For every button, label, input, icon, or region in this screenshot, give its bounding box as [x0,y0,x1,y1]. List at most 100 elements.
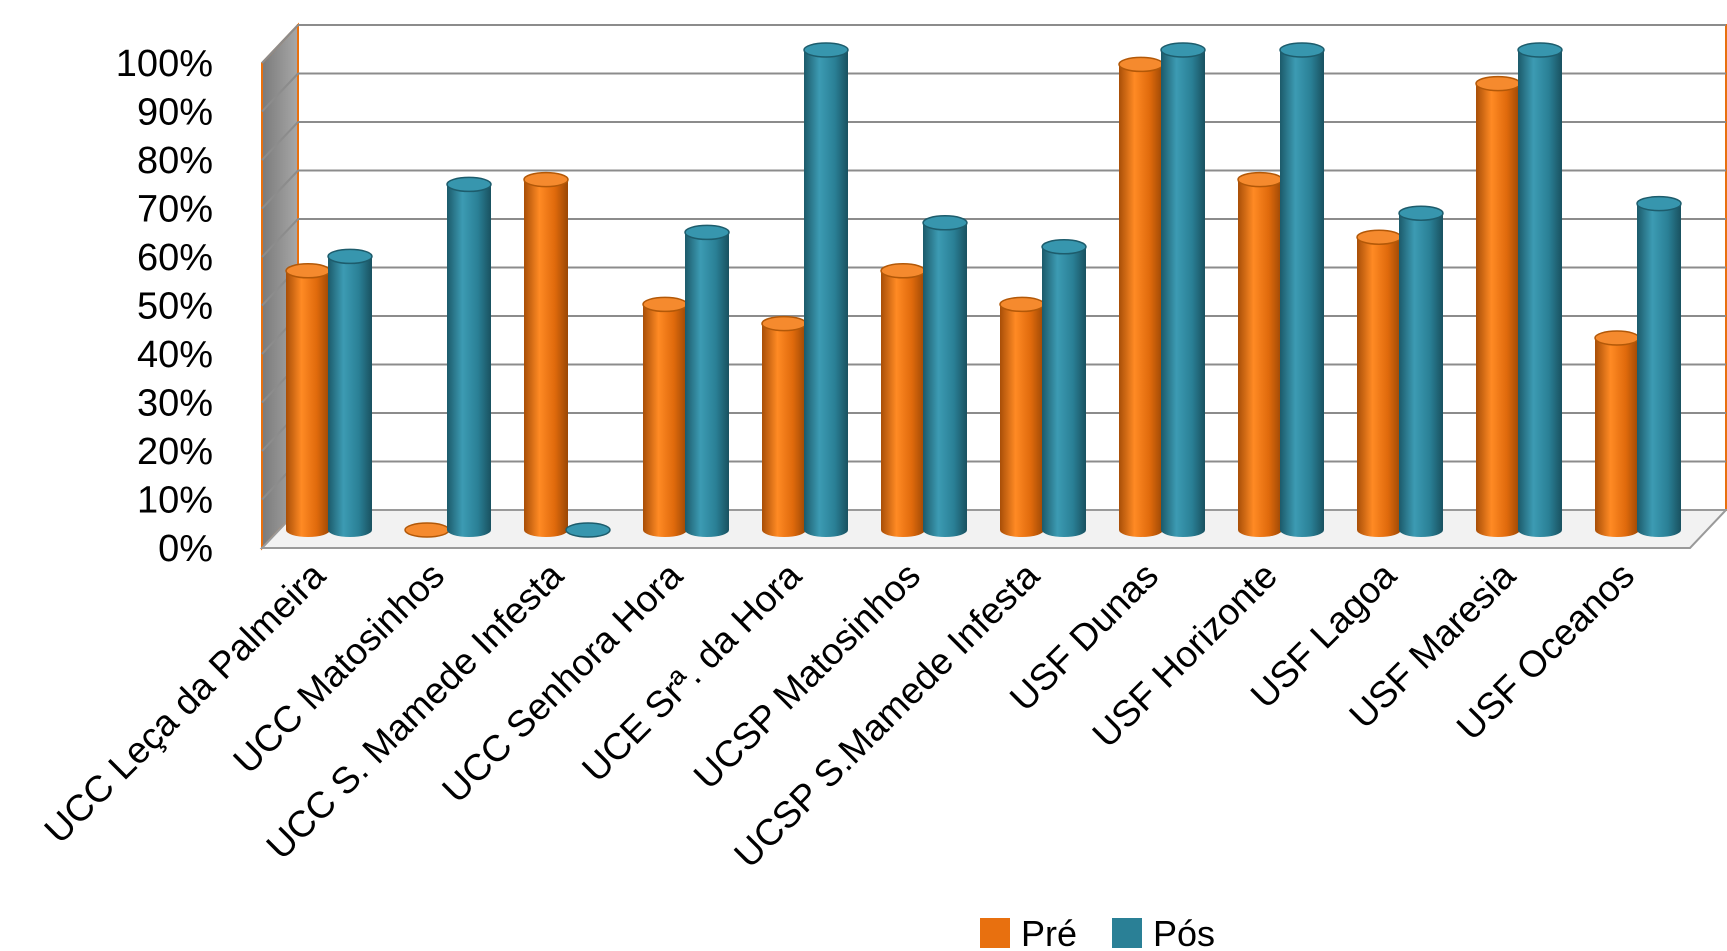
bar-body [328,256,372,530]
bar-top [327,248,373,265]
bar-body [1238,179,1282,530]
bar-body [643,304,687,530]
gridline-side [261,121,299,161]
bar-body [1042,246,1086,531]
bar-body [881,270,925,530]
y-tick-label: 30% [137,383,213,425]
x-tick-label: UCSP Matosinhos [686,555,928,797]
bar-base [1280,523,1324,537]
bar-body [1637,203,1681,530]
bar-top [1118,56,1164,73]
bar-body [1280,50,1324,530]
bar-top [565,522,611,538]
bar-top [999,296,1045,313]
bar-body [923,222,967,531]
x-tick-label: UCC Matosinhos [225,555,452,782]
bar-pre-0 [285,263,331,537]
bar-top [761,315,807,332]
y-tick-label: 60% [137,237,213,279]
y-tick-label: 50% [137,286,213,328]
bar-base [328,523,372,537]
bars [285,42,1682,538]
bar-base [643,523,687,537]
bar-base [1399,523,1443,537]
bar-base [685,523,729,537]
y-tick-label: 10% [137,480,213,522]
bar-pre-10 [1475,75,1521,537]
bar-pos-6 [1041,239,1087,537]
bar-body [524,179,568,530]
bar-body [1357,237,1401,530]
bar-body [1399,213,1443,530]
bar-pos-0 [327,248,373,537]
bar-top [1636,195,1682,212]
legend-swatch-1 [1112,918,1142,948]
bar-top [922,215,968,231]
bar-pos-9 [1398,205,1444,537]
legend-label-1: Pós [1153,913,1215,951]
gridline-side [261,72,299,113]
bar-base [1161,523,1205,537]
x-tick-label: UCE Srª. da Hora [574,554,809,789]
bar-base [923,523,967,537]
bar-base [1595,523,1639,537]
bar-pre-3 [642,296,688,537]
bar-top [1160,42,1206,58]
bar-base [1357,523,1401,537]
bar-top [1594,330,1640,346]
bar-base [286,523,330,537]
bar-top [446,176,492,193]
gridline-side [261,169,299,210]
y-tick-label: 0% [158,528,213,570]
bar-pre-1 [404,522,450,538]
y-tick-label: 70% [137,189,213,231]
bar-body [762,323,806,530]
bar-base [762,523,806,537]
bar-pre-9 [1356,229,1402,537]
bar-top [1475,75,1521,92]
bar-body [1000,304,1044,530]
bar-pos-3 [684,224,730,537]
bar-top [1237,171,1283,188]
bar-base [1000,523,1044,537]
bar-body [1161,50,1205,530]
bar-top [404,522,450,538]
bar-top [803,42,849,58]
bar-top [523,171,569,188]
bar-pre-4 [761,315,807,537]
bar-body [1518,50,1562,530]
bar-base [1518,523,1562,537]
bar-pos-4 [803,42,849,537]
bar-pos-8 [1279,42,1325,537]
y-tick-label: 40% [137,334,213,376]
bar-body [685,232,729,530]
bar-pre-7 [1118,56,1164,537]
bar-pos-10 [1517,42,1563,537]
bar-top [285,263,331,279]
bar-base [447,523,491,537]
bar-pos-5 [922,215,968,537]
bar-top [684,224,730,241]
bar-body [1476,83,1520,530]
legend: Pré Pós [980,913,1215,951]
bar-pre-2 [523,171,569,537]
bar-pre-11 [1594,330,1640,537]
y-tick-label: 80% [137,140,213,182]
bar-body [286,270,330,530]
y-tick-label: 100% [116,43,213,85]
bar-pre-8 [1237,171,1283,537]
y-tick-label: 20% [137,431,213,473]
bar-base [1476,523,1520,537]
bar-top [1041,239,1087,255]
bar-body [804,50,848,530]
legend-swatch-0 [980,918,1010,948]
bar-pos-11 [1636,195,1682,537]
bar-top [880,263,926,279]
bar-base [1119,523,1163,537]
bar-pos-2 [565,522,611,538]
bar-top [1517,42,1563,58]
bar-top [642,296,688,313]
